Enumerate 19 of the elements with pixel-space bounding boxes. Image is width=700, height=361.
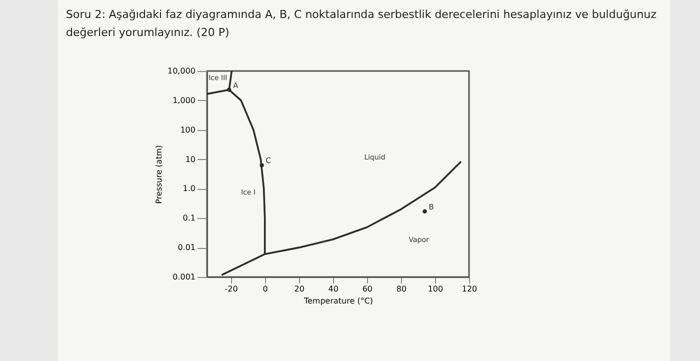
x-tick-label: 40 <box>328 284 338 294</box>
y-axis-title: Pressure (atm) <box>154 145 164 204</box>
y-tick-label: 10,000 <box>168 66 196 76</box>
x-tick-label: 20 <box>294 284 304 294</box>
chart-title: Soru 2: Aşağıdaki faz diyagramında A, B, C noktalarında serbestlik derecelerini hesaplayınız ve bulduğunuz değerleri yorumlayınız. (20 P) <box>66 7 658 41</box>
y-tick-label: 1.0 <box>182 184 196 194</box>
x-axis-title: Temperature (°C) <box>302 296 374 306</box>
y-tick-label: 0.01 <box>178 243 196 252</box>
y-tick-label: 10 <box>185 154 196 164</box>
x-tick-label: 100 <box>428 284 444 294</box>
x-tick-label: 0 <box>262 284 268 294</box>
y-tick-label: 0.001 <box>172 272 196 282</box>
x-tick-label: 60 <box>362 284 373 294</box>
y-tick-label: 1,000 <box>172 96 196 105</box>
x-tick-label: -20 <box>224 284 238 294</box>
y-tick-label: 0.1 <box>182 214 196 223</box>
y-tick-label: 100 <box>180 125 196 134</box>
x-tick-label: 80 <box>396 284 407 294</box>
x-tick-label: 120 <box>462 284 478 294</box>
